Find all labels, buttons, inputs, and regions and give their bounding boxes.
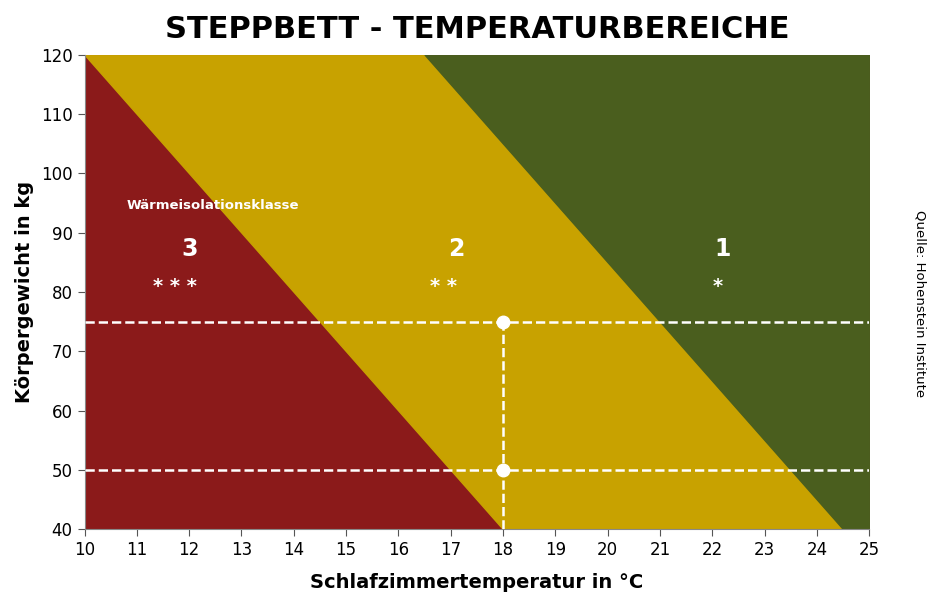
Text: 1: 1 <box>715 237 731 262</box>
Y-axis label: Körpergewicht in kg: Körpergewicht in kg <box>15 181 34 403</box>
Text: * * *: * * * <box>152 277 196 296</box>
Text: 3: 3 <box>181 237 197 262</box>
X-axis label: Schlafzimmertemperatur in °C: Schlafzimmertemperatur in °C <box>311 573 644 592</box>
Text: *: * <box>712 277 723 296</box>
Text: 2: 2 <box>448 237 464 262</box>
Title: STEPPBETT - TEMPERATURBEREICHE: STEPPBETT - TEMPERATURBEREICHE <box>165 15 789 44</box>
Text: Quelle: Hohenstein Institute: Quelle: Hohenstein Institute <box>914 210 927 397</box>
Text: * *: * * <box>430 277 456 296</box>
Text: Wärmeisolationsklasse: Wärmeisolationsklasse <box>126 199 299 212</box>
